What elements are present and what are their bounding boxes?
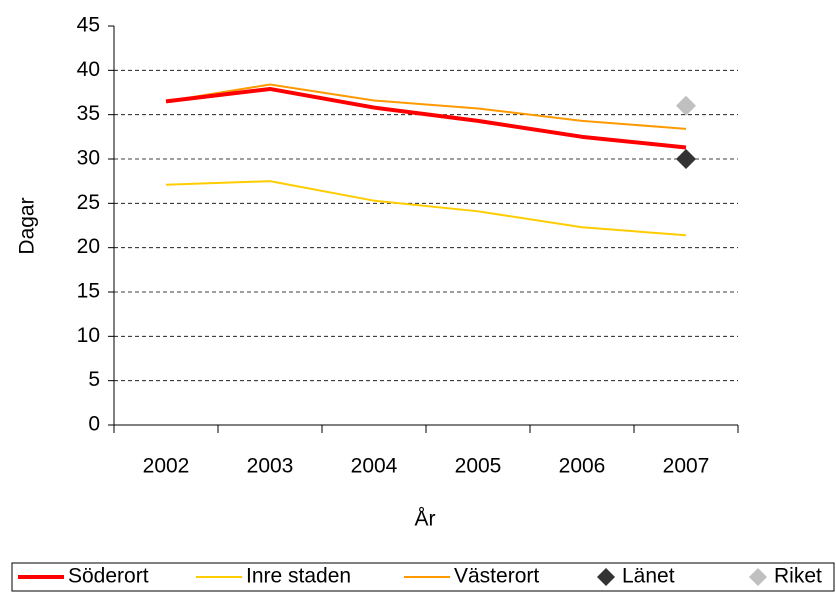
x-tick-label: 2006 bbox=[559, 455, 606, 478]
y-tick-label: 5 bbox=[88, 368, 100, 391]
x-tick-label: 2007 bbox=[663, 455, 710, 478]
marker bbox=[676, 149, 696, 169]
line-series bbox=[165, 86, 687, 150]
y-tick-label: 45 bbox=[77, 14, 100, 37]
y-tick-label: 30 bbox=[77, 147, 100, 170]
y-tick-label: 10 bbox=[77, 324, 100, 347]
marker bbox=[676, 95, 696, 116]
x-tick-label: 2002 bbox=[143, 455, 190, 478]
y-tick-label: 20 bbox=[77, 235, 100, 258]
x-axis-label: År bbox=[415, 508, 436, 531]
x-tick-label: 2003 bbox=[247, 455, 294, 478]
y-tick-label: 25 bbox=[77, 191, 100, 214]
line-series bbox=[165, 180, 687, 237]
legend-marker bbox=[597, 568, 615, 586]
legend-label: Söderort bbox=[68, 565, 149, 588]
legend-marker bbox=[749, 568, 767, 586]
legend-label: Inre staden bbox=[246, 565, 351, 588]
legend-label: Länet bbox=[622, 565, 675, 588]
x-tick-label: 2004 bbox=[351, 455, 398, 478]
y-axis-label: Dagar bbox=[16, 197, 39, 254]
x-tick-label: 2005 bbox=[455, 455, 502, 478]
legend-label: Riket bbox=[774, 565, 822, 588]
y-tick-label: 15 bbox=[77, 280, 100, 303]
y-tick-label: 0 bbox=[88, 413, 100, 436]
y-tick-label: 40 bbox=[77, 58, 100, 81]
line-series bbox=[165, 83, 687, 130]
legend-label: Västerort bbox=[454, 565, 539, 588]
y-tick-label: 35 bbox=[77, 102, 100, 125]
